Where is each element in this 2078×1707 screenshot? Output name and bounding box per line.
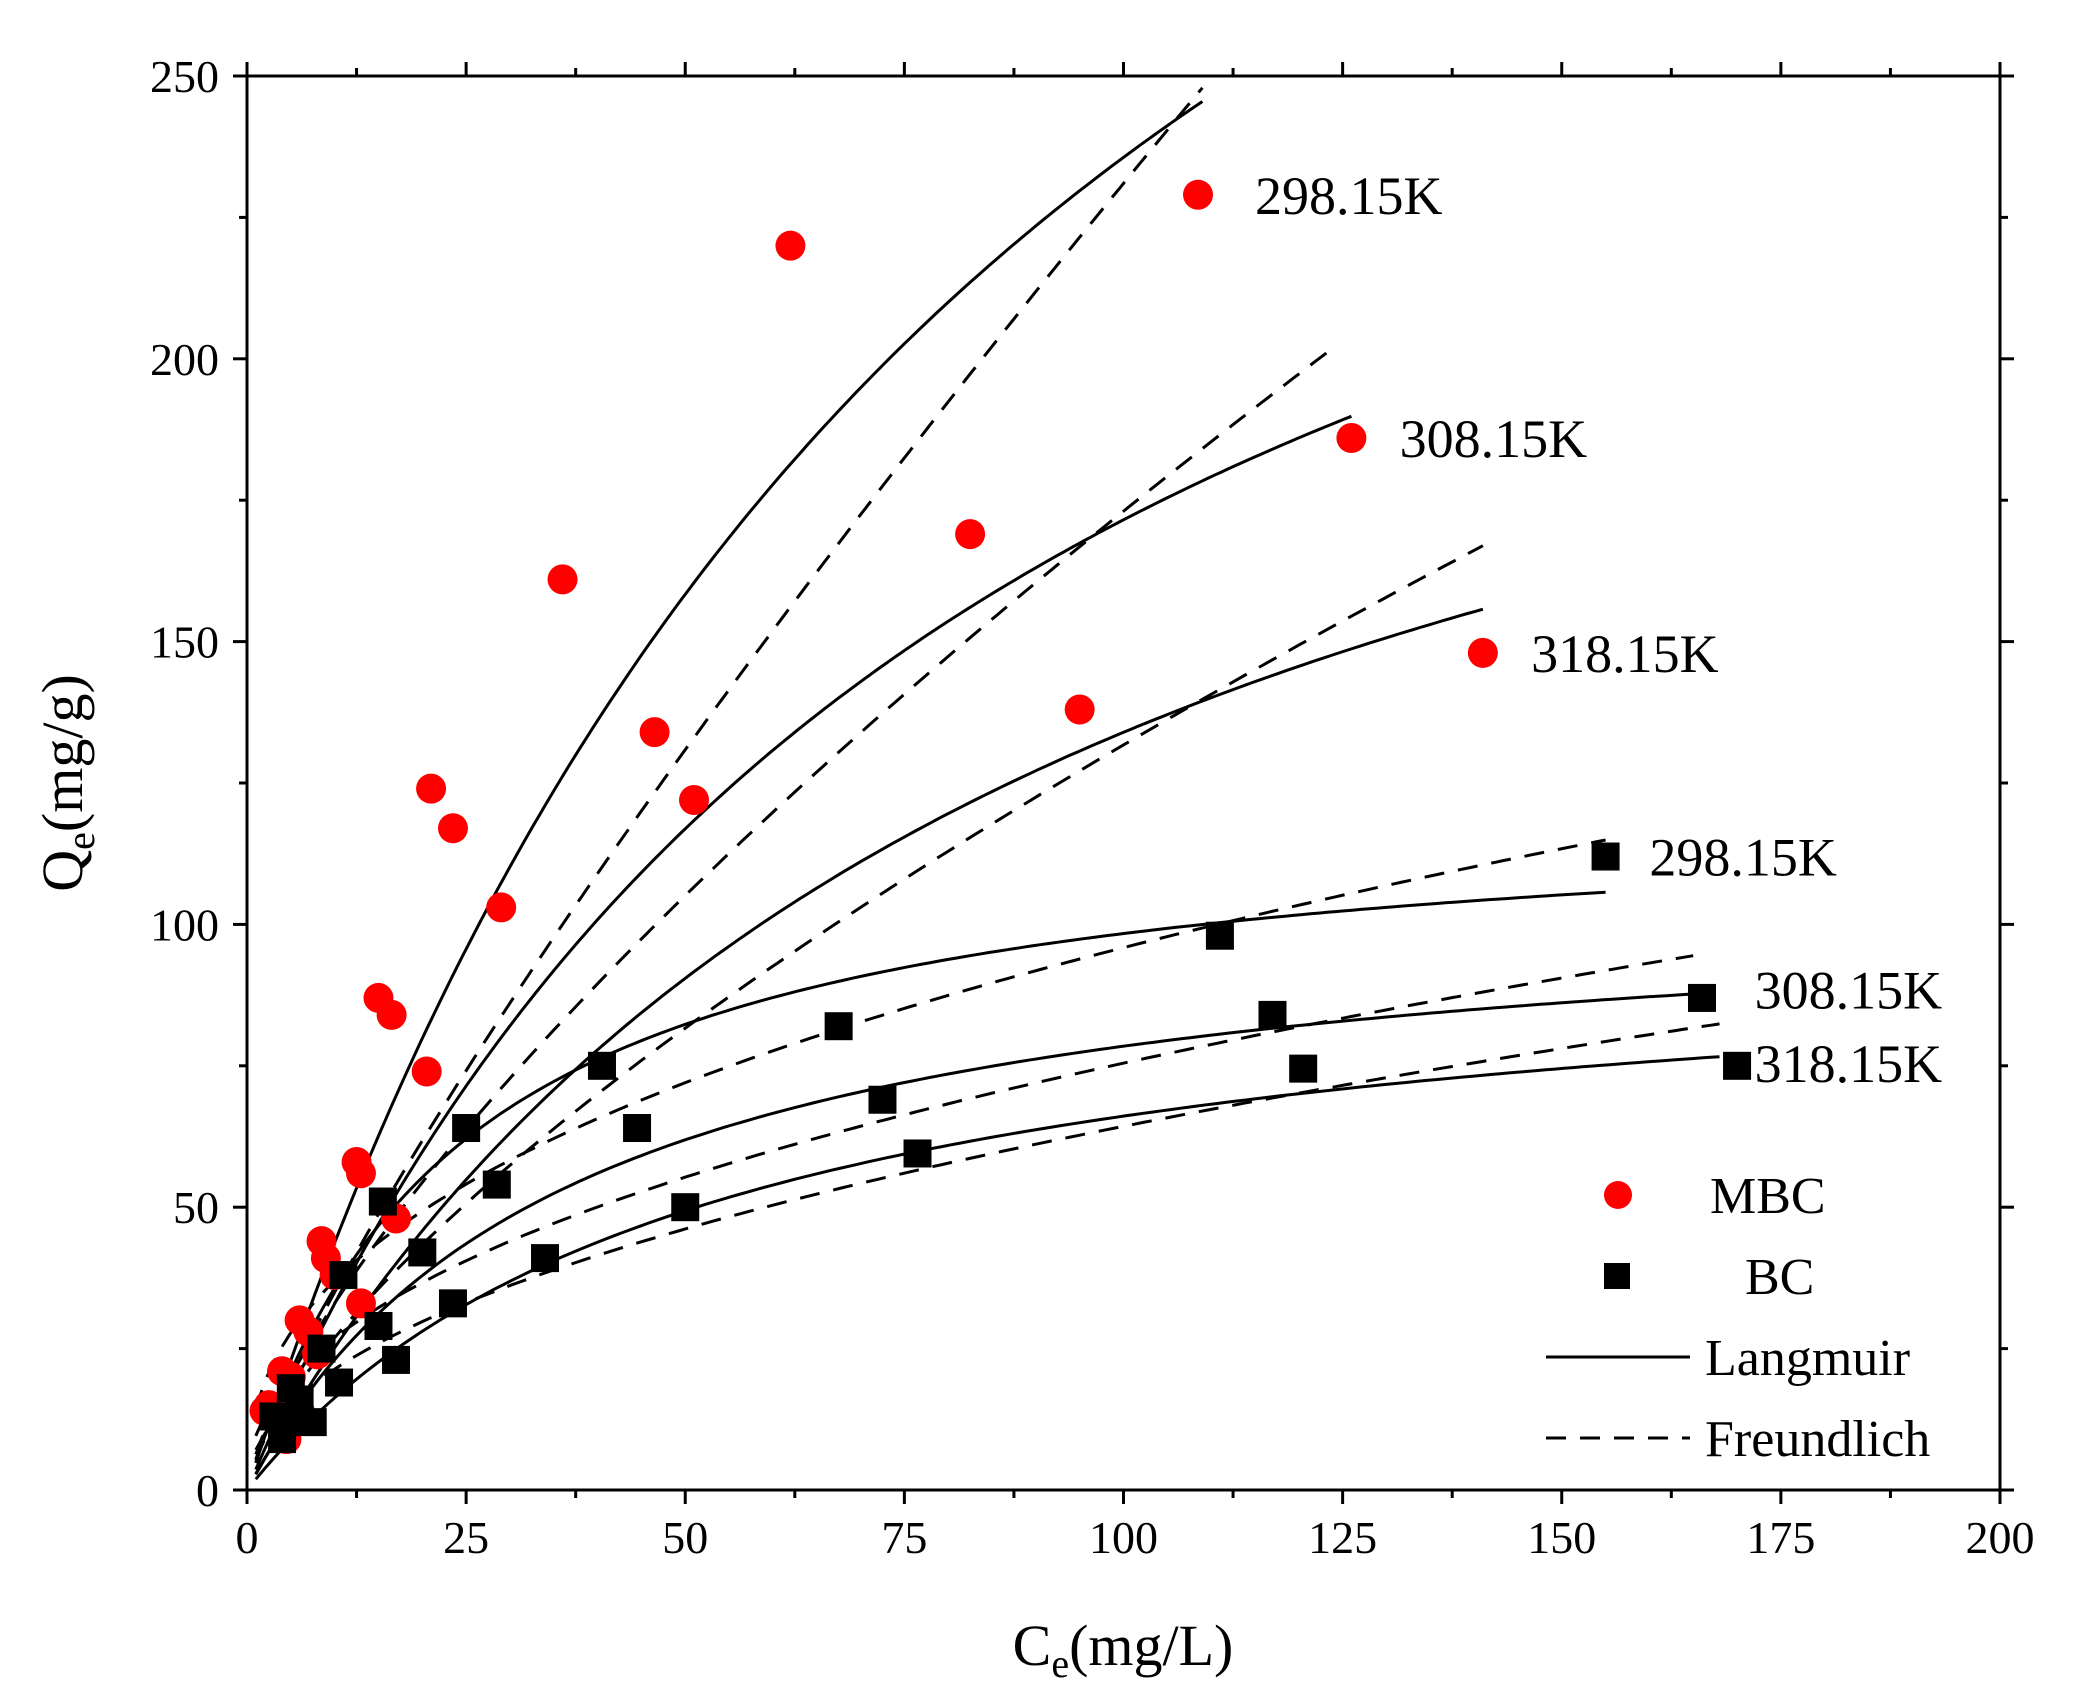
y-tick-label: 200	[150, 334, 219, 385]
mbc-data-point	[775, 230, 806, 261]
temperature-label: 318.15K	[1755, 1034, 1943, 1094]
mbc-data-point	[1183, 179, 1214, 210]
mbc-data-point	[1064, 694, 1095, 725]
mbc-data-point	[955, 519, 986, 550]
temperature-label: 298.15K	[1649, 828, 1837, 888]
x-tick-label: 150	[1527, 1512, 1596, 1563]
bc-data-point	[368, 1187, 397, 1216]
y-tick-label: 0	[196, 1465, 219, 1516]
freundlich-curve	[254, 838, 1606, 1410]
bc-data-point	[903, 1139, 932, 1168]
bc-data-point	[482, 1170, 511, 1199]
bc-data-point	[1591, 842, 1620, 871]
mbc-data-point	[1467, 637, 1498, 668]
bc-data-point	[1258, 1000, 1287, 1029]
x-tick-label: 175	[1746, 1512, 1815, 1563]
temperature-label: 308.15K	[1400, 409, 1588, 469]
mbc-data-point	[416, 773, 447, 804]
bc-data-point	[1723, 1051, 1752, 1080]
freundlich-curve	[254, 1022, 1720, 1451]
mbc-data-point	[486, 892, 517, 923]
y-tick-label: 50	[173, 1182, 219, 1233]
legend: MBC BC Langmuir Freundlich	[1546, 1168, 1930, 1468]
bc-data-point	[364, 1311, 393, 1340]
bc-data-point	[1205, 921, 1234, 950]
mbc-data-point	[341, 1146, 372, 1177]
y-tick-label: 100	[150, 899, 219, 950]
legend-langmuir-label: Langmuir	[1705, 1330, 1910, 1387]
legend-bc-label: BC	[1745, 1249, 1814, 1306]
x-tick-label: 75	[881, 1512, 927, 1563]
mbc-data-point	[1336, 422, 1367, 453]
x-tick-label: 125	[1308, 1512, 1377, 1563]
freundlich-curve	[254, 86, 1204, 1461]
x-tick-label: 25	[443, 1512, 489, 1563]
freundlich-curve	[254, 954, 1694, 1437]
bc-data-point	[623, 1114, 652, 1143]
mbc-data-point	[547, 564, 578, 595]
x-axis-title: Ce(mg/L)	[1013, 1613, 1234, 1686]
freundlich-curve	[254, 544, 1484, 1460]
axes: 0 25 50 75 100 125 150 175 200 0 50 100 150 200 250	[150, 51, 2035, 1563]
langmuir-curve	[254, 1055, 1720, 1481]
data-points	[249, 179, 1752, 1455]
temperature-labels: 298.15K 308.15K 318.15K 298.15K 308.15K 318.1…	[1255, 166, 1942, 1094]
mbc-data-point	[639, 717, 670, 748]
x-tick-label: 100	[1089, 1512, 1158, 1563]
legend-mbc-label: MBC	[1710, 1168, 1826, 1225]
x-tick-label: 200	[1966, 1512, 2035, 1563]
mbc-data-point	[376, 999, 407, 1030]
bc-data-point	[438, 1289, 467, 1318]
temperature-label: 298.15K	[1255, 166, 1443, 226]
bc-data-point	[382, 1345, 411, 1374]
temperature-label: 318.15K	[1531, 624, 1719, 684]
bc-data-point	[452, 1114, 481, 1143]
bc-data-point	[307, 1334, 336, 1363]
bc-data-point	[408, 1238, 437, 1267]
temperature-label: 308.15K	[1755, 960, 1943, 1020]
bc-data-point	[325, 1368, 354, 1397]
y-axis-title: Qe(mg/g)	[30, 674, 103, 892]
langmuir-curve	[254, 890, 1606, 1464]
bc-data-point	[1687, 983, 1716, 1012]
langmuir-curve	[254, 100, 1204, 1464]
bc-data-point	[298, 1408, 327, 1437]
y-tick-label: 150	[150, 617, 219, 668]
legend-bc-marker	[1604, 1263, 1630, 1289]
bc-data-point	[868, 1085, 897, 1114]
fit-curves	[254, 86, 1720, 1481]
mbc-data-point	[411, 1056, 442, 1087]
bc-data-point	[587, 1051, 616, 1080]
legend-freundlich-label: Freundlich	[1705, 1411, 1930, 1468]
langmuir-curve	[254, 992, 1694, 1475]
bc-data-point	[329, 1261, 358, 1290]
bc-data-point	[824, 1012, 853, 1041]
legend-mbc-marker	[1604, 1181, 1632, 1209]
mbc-data-point	[437, 813, 468, 844]
bc-data-point	[531, 1244, 560, 1273]
langmuir-curve	[254, 414, 1352, 1471]
y-tick-label: 250	[150, 51, 219, 102]
bc-data-point	[1289, 1054, 1318, 1083]
mbc-data-point	[345, 1288, 376, 1319]
bc-data-point	[671, 1193, 700, 1222]
x-tick-label: 50	[662, 1512, 708, 1563]
x-tick-label: 0	[236, 1512, 259, 1563]
mbc-data-point	[679, 784, 710, 815]
bc-data-point	[268, 1425, 297, 1454]
